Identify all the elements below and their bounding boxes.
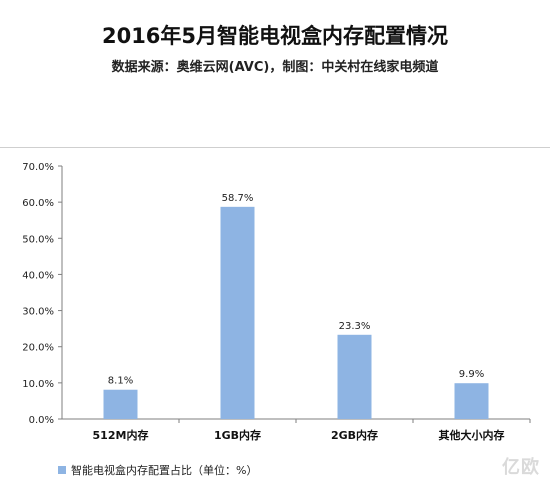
y-tick-label: 20.0%: [22, 343, 54, 354]
y-tick-label: 70.0%: [22, 162, 54, 173]
bar: [454, 383, 489, 419]
x-category-label: 其他大小内存: [439, 428, 505, 442]
bar: [220, 206, 255, 419]
legend: 智能电视盒内存配置占比（单位：%）: [58, 462, 257, 478]
legend-swatch: [58, 466, 66, 474]
y-tick-label: 10.0%: [22, 379, 54, 390]
legend-label: 智能电视盒内存配置占比（单位：%）: [71, 464, 258, 477]
watermark-logo: 亿欧: [502, 457, 540, 478]
data-label: 23.3%: [339, 321, 371, 332]
y-tick-label: 40.0%: [22, 270, 54, 281]
y-tick-label: 30.0%: [22, 307, 54, 318]
chart-subtitle: 数据来源：奥维云网(AVC)，制图：中关村在线家电频道: [111, 60, 439, 75]
data-label: 8.1%: [108, 376, 133, 387]
y-tick-label: 50.0%: [22, 234, 54, 245]
y-tick-label: 60.0%: [22, 198, 54, 209]
bar: [103, 389, 138, 419]
x-category-label: 1GB内存: [214, 428, 261, 442]
data-label: 9.9%: [459, 369, 484, 380]
x-category-label: 2GB内存: [331, 428, 378, 442]
chart-title: 2016年5月智能电视盒内存配置情况: [101, 24, 449, 48]
bar: [337, 334, 372, 419]
divider: [0, 147, 550, 148]
x-category-label: 512M内存: [93, 428, 149, 442]
data-label: 58.7%: [222, 193, 254, 204]
y-tick-label: 0.0%: [29, 415, 54, 426]
